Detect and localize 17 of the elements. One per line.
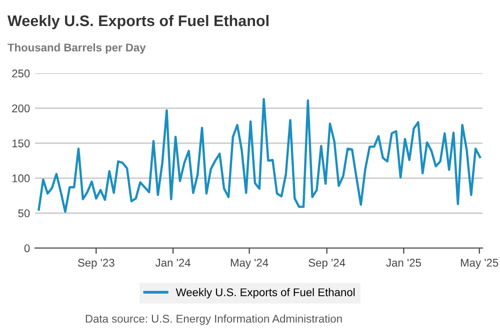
source-note: Data source: U.S. Energy Information Administration (86, 314, 342, 325)
y-tick-label: 250 (12, 70, 30, 78)
x-tick-label: Sep '23 (78, 258, 114, 269)
y-tick-label: 0 (24, 244, 30, 252)
x-tick-label: Sep '24 (308, 258, 346, 269)
x-tick-label: Jan '24 (155, 258, 190, 267)
y-tick-label: 100 (12, 174, 30, 182)
x-tick-label: Jan '25 (386, 258, 421, 267)
x-tick-label: May '24 (230, 258, 268, 269)
y-tick-label: 50 (18, 209, 30, 218)
y-axis-title: Thousand Barrels per Day (8, 43, 146, 54)
y-tick-label: 150 (12, 139, 30, 148)
y-tick-label: 200 (12, 104, 30, 112)
x-tick-label: May '25 (460, 258, 498, 269)
chart-title: Weekly U.S. Exports of Fuel Ethanol (8, 14, 268, 30)
line-series (38, 98, 482, 213)
legend-label: Weekly U.S. Exports of Fuel Ethanol (176, 288, 355, 298)
